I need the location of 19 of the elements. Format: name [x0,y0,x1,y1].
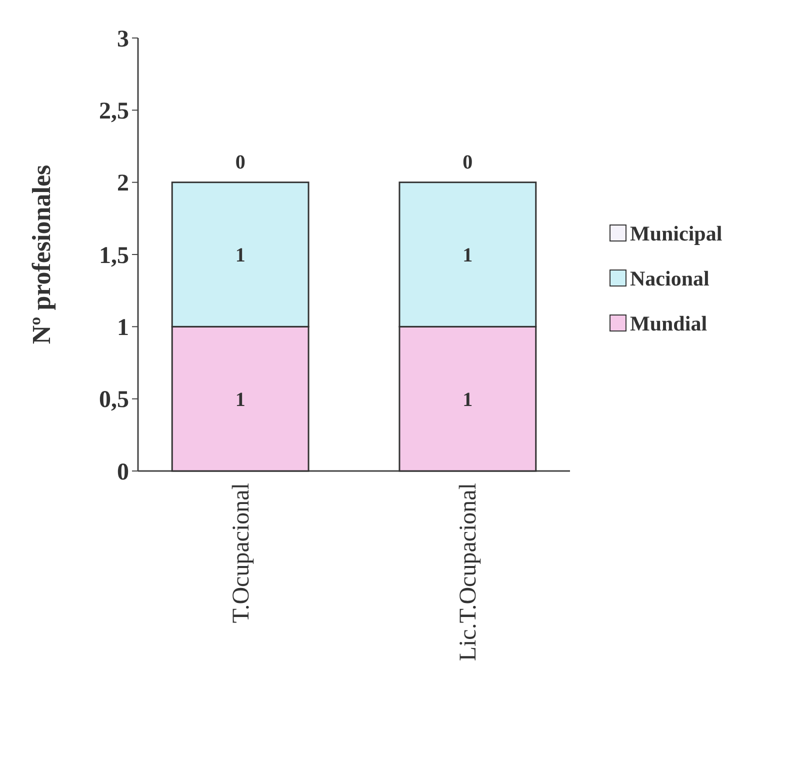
y-tick-label: 0 [117,459,129,486]
y-tick-label: 1,5 [99,242,129,269]
data-label: 1 [235,244,246,266]
data-label: 1 [462,388,473,411]
y-axis-title: Nº profesionales [27,164,56,344]
data-label: 1 [235,388,246,411]
y-tick-label: 3 [117,26,129,52]
data-label: 1 [462,244,473,266]
y-tick-label: 0,5 [99,387,129,414]
x-tick-label: T.Ocupacional [228,482,254,624]
y-tick-label: 2 [117,170,129,197]
data-label: 0 [462,151,473,174]
legend-label: Municipal [630,221,722,246]
y-tick-label: 2,5 [99,98,129,125]
legend-label: Mundial [630,311,708,336]
y-tick-label: 1 [117,315,129,342]
x-tick-label: Lic.T.Ocupacional [456,482,482,662]
data-label: 0 [235,151,246,174]
legend-label: Nacional [630,266,710,290]
